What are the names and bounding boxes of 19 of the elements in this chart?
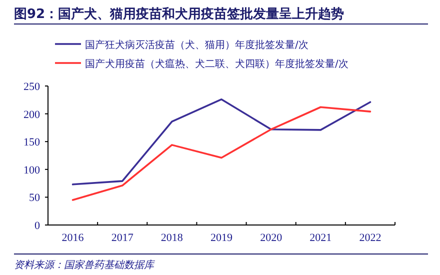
text: 资料来源：国家兽药基础数据库: [14, 259, 156, 271]
x-tick-label: 2022: [359, 232, 382, 244]
legend-label: 国产犬用疫苗（犬瘟热、犬二联、犬四联）年度批签发量/次: [85, 58, 348, 70]
legend-label: 国产狂犬病灭活疫苗（犬、猫用）年度批签发量/次: [85, 39, 308, 51]
x-tick-label: 2020: [260, 232, 283, 244]
y-tick-label: 150: [24, 136, 40, 149]
y-tick-label: 50: [29, 192, 40, 204]
chart-title: 图92：国产犬、猫用疫苗和犬用疫苗签批发量呈上升趋势: [14, 6, 344, 22]
y-tick-label: 0: [34, 220, 40, 232]
y-tick-label: 200: [24, 108, 40, 121]
x-tick-label: 2017: [111, 232, 134, 244]
x-tick-label: 2021: [310, 232, 332, 244]
y-tick-label: 250: [24, 81, 40, 93]
y-tick-label: 100: [24, 164, 40, 176]
line-series: [72, 106, 372, 201]
x-tick-label: 2018: [160, 232, 184, 244]
x-tick-label: 2019: [210, 232, 233, 244]
x-tick-label: 2016: [62, 232, 84, 244]
line-series: [72, 98, 372, 186]
